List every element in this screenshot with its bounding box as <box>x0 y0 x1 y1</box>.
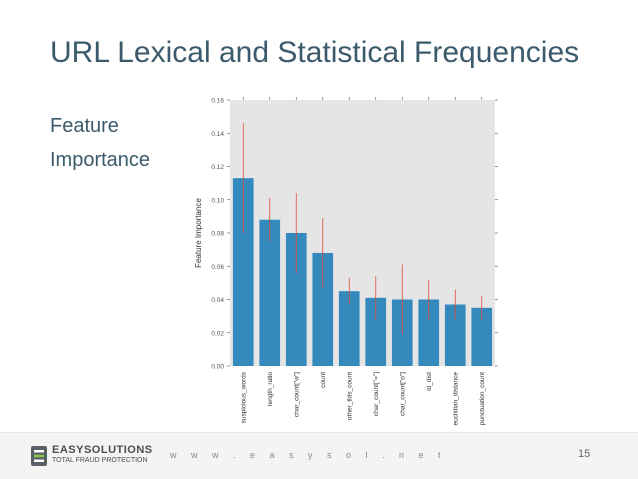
brand-tagline: TOTAL FRAUD PROTECTION <box>52 457 148 464</box>
bar-2 <box>285 233 307 366</box>
y-tick-label-0: 0.00 <box>211 364 224 371</box>
y-tick-label-7: 0.14 <box>211 131 224 138</box>
y-tick-label-4: 0.08 <box>211 231 224 238</box>
bar-5 <box>365 297 387 366</box>
y-tick-label-3: 0.06 <box>211 264 224 271</box>
easysolutions-logo: EASYSOLUTIONS TOTAL FRAUD PROTECTION <box>30 444 153 468</box>
feature-importance-chart: 0.00 0.02 0.04 0.06 0.08 0.10 0.12 0.14 0.16 Feat… <box>194 97 498 426</box>
x-tick-label-8: euclidian_distance <box>452 372 459 426</box>
x-tick-label-2: char_count["w"] <box>293 372 300 417</box>
bar-3 <box>312 252 334 366</box>
bar-9 <box>471 307 493 366</box>
y-tick-label-1: 0.02 <box>211 330 224 337</box>
y-tick-label-5: 0.10 <box>211 197 224 204</box>
bar-8 <box>444 304 466 366</box>
bar-0 <box>232 178 254 366</box>
x-tick-label-9: punctuation_count <box>479 372 486 425</box>
y-tick-label-8: 0.16 <box>211 98 224 105</box>
footer-url: w w w . e a s y s o l . n e t <box>170 450 447 460</box>
brand-name: EASYSOLUTIONS <box>52 444 153 456</box>
slide-title: URL Lexical and Statistical Frequencies <box>50 36 580 69</box>
x-tick-label-4: other_tlds_count <box>346 372 353 420</box>
bar-7 <box>418 299 440 366</box>
footer: EASYSOLUTIONS TOTAL FRAUD PROTECTION w w… <box>0 432 638 479</box>
feature-label: Feature <box>50 115 119 137</box>
x-tick-label-6: char_count["o"] <box>399 372 406 416</box>
x-tick-label-3: count <box>320 372 327 388</box>
x-tick-label-0: suspicious_words <box>240 371 247 423</box>
importance-label: Importance <box>50 149 151 171</box>
y-axis-label: Feature Importance <box>194 198 203 268</box>
logo-mark-icon <box>31 446 47 466</box>
bar-4 <box>338 291 360 366</box>
bar-1 <box>259 219 281 366</box>
x-tick-label-1: length_ratio <box>267 372 274 406</box>
x-tick-label-7: id_dist <box>426 372 433 391</box>
y-tick-label-6: 0.12 <box>211 164 224 171</box>
y-tick-label-2: 0.04 <box>211 297 224 304</box>
x-tick-label-5: char_count["="] <box>373 372 380 416</box>
page-number: 15 <box>578 448 591 460</box>
